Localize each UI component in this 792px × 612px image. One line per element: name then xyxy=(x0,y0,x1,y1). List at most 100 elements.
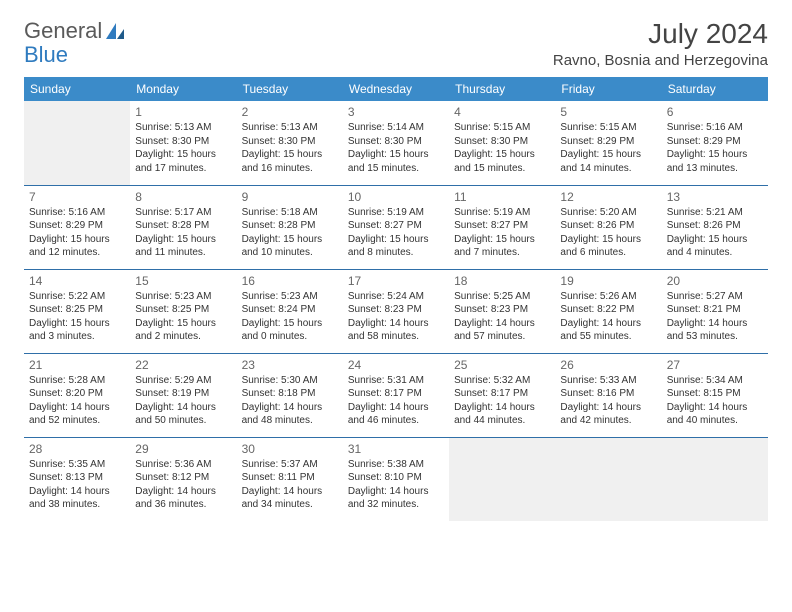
day-number: 26 xyxy=(560,357,656,373)
day-number: 12 xyxy=(560,189,656,205)
day-number: 5 xyxy=(560,104,656,120)
month-title: July 2024 xyxy=(553,18,768,50)
calendar-cell: 15Sunrise: 5:23 AMSunset: 8:25 PMDayligh… xyxy=(130,269,236,353)
calendar-cell xyxy=(24,101,130,185)
calendar-cell: 27Sunrise: 5:34 AMSunset: 8:15 PMDayligh… xyxy=(662,353,768,437)
logo-text-general: General xyxy=(24,18,102,44)
day-details: Sunrise: 5:22 AMSunset: 8:25 PMDaylight:… xyxy=(29,290,125,344)
calendar-cell: 28Sunrise: 5:35 AMSunset: 8:13 PMDayligh… xyxy=(24,437,130,521)
calendar-cell: 17Sunrise: 5:24 AMSunset: 8:23 PMDayligh… xyxy=(343,269,449,353)
dow-sunday: Sunday xyxy=(24,77,130,101)
day-number: 2 xyxy=(242,104,338,120)
dow-tuesday: Tuesday xyxy=(237,77,343,101)
day-number: 17 xyxy=(348,273,444,289)
calendar-cell: 16Sunrise: 5:23 AMSunset: 8:24 PMDayligh… xyxy=(237,269,343,353)
calendar-cell: 20Sunrise: 5:27 AMSunset: 8:21 PMDayligh… xyxy=(662,269,768,353)
dow-wednesday: Wednesday xyxy=(343,77,449,101)
dow-saturday: Saturday xyxy=(662,77,768,101)
day-number: 10 xyxy=(348,189,444,205)
calendar-table: Sunday Monday Tuesday Wednesday Thursday… xyxy=(24,77,768,521)
day-details: Sunrise: 5:19 AMSunset: 8:27 PMDaylight:… xyxy=(348,206,444,260)
day-number: 27 xyxy=(667,357,763,373)
day-number: 23 xyxy=(242,357,338,373)
day-number: 4 xyxy=(454,104,550,120)
day-details: Sunrise: 5:13 AMSunset: 8:30 PMDaylight:… xyxy=(242,121,338,175)
day-number: 19 xyxy=(560,273,656,289)
calendar-row: 1Sunrise: 5:13 AMSunset: 8:30 PMDaylight… xyxy=(24,101,768,185)
day-details: Sunrise: 5:30 AMSunset: 8:18 PMDaylight:… xyxy=(242,374,338,428)
day-details: Sunrise: 5:37 AMSunset: 8:11 PMDaylight:… xyxy=(242,458,338,512)
calendar-cell: 11Sunrise: 5:19 AMSunset: 8:27 PMDayligh… xyxy=(449,185,555,269)
logo: General xyxy=(24,18,128,44)
day-number: 13 xyxy=(667,189,763,205)
calendar-cell: 24Sunrise: 5:31 AMSunset: 8:17 PMDayligh… xyxy=(343,353,449,437)
logo-text-blue: Blue xyxy=(24,42,68,67)
day-number: 9 xyxy=(242,189,338,205)
day-details: Sunrise: 5:23 AMSunset: 8:25 PMDaylight:… xyxy=(135,290,231,344)
dow-friday: Friday xyxy=(555,77,661,101)
day-number: 8 xyxy=(135,189,231,205)
day-number: 6 xyxy=(667,104,763,120)
calendar-row: 28Sunrise: 5:35 AMSunset: 8:13 PMDayligh… xyxy=(24,437,768,521)
day-number: 21 xyxy=(29,357,125,373)
calendar-cell: 4Sunrise: 5:15 AMSunset: 8:30 PMDaylight… xyxy=(449,101,555,185)
dow-row: Sunday Monday Tuesday Wednesday Thursday… xyxy=(24,77,768,101)
calendar-cell: 23Sunrise: 5:30 AMSunset: 8:18 PMDayligh… xyxy=(237,353,343,437)
day-details: Sunrise: 5:32 AMSunset: 8:17 PMDaylight:… xyxy=(454,374,550,428)
day-details: Sunrise: 5:23 AMSunset: 8:24 PMDaylight:… xyxy=(242,290,338,344)
calendar-cell: 18Sunrise: 5:25 AMSunset: 8:23 PMDayligh… xyxy=(449,269,555,353)
day-details: Sunrise: 5:24 AMSunset: 8:23 PMDaylight:… xyxy=(348,290,444,344)
day-details: Sunrise: 5:35 AMSunset: 8:13 PMDaylight:… xyxy=(29,458,125,512)
day-details: Sunrise: 5:31 AMSunset: 8:17 PMDaylight:… xyxy=(348,374,444,428)
day-number: 30 xyxy=(242,441,338,457)
calendar-cell xyxy=(555,437,661,521)
calendar-cell: 1Sunrise: 5:13 AMSunset: 8:30 PMDaylight… xyxy=(130,101,236,185)
calendar-row: 21Sunrise: 5:28 AMSunset: 8:20 PMDayligh… xyxy=(24,353,768,437)
sail-icon xyxy=(104,21,126,41)
day-details: Sunrise: 5:16 AMSunset: 8:29 PMDaylight:… xyxy=(667,121,763,175)
day-details: Sunrise: 5:15 AMSunset: 8:30 PMDaylight:… xyxy=(454,121,550,175)
day-number: 31 xyxy=(348,441,444,457)
calendar-cell: 13Sunrise: 5:21 AMSunset: 8:26 PMDayligh… xyxy=(662,185,768,269)
day-number: 28 xyxy=(29,441,125,457)
day-number: 11 xyxy=(454,189,550,205)
calendar-cell: 12Sunrise: 5:20 AMSunset: 8:26 PMDayligh… xyxy=(555,185,661,269)
day-details: Sunrise: 5:21 AMSunset: 8:26 PMDaylight:… xyxy=(667,206,763,260)
day-number: 18 xyxy=(454,273,550,289)
day-details: Sunrise: 5:33 AMSunset: 8:16 PMDaylight:… xyxy=(560,374,656,428)
day-number: 1 xyxy=(135,104,231,120)
calendar-cell: 7Sunrise: 5:16 AMSunset: 8:29 PMDaylight… xyxy=(24,185,130,269)
calendar-cell: 9Sunrise: 5:18 AMSunset: 8:28 PMDaylight… xyxy=(237,185,343,269)
day-details: Sunrise: 5:13 AMSunset: 8:30 PMDaylight:… xyxy=(135,121,231,175)
day-details: Sunrise: 5:18 AMSunset: 8:28 PMDaylight:… xyxy=(242,206,338,260)
day-number: 29 xyxy=(135,441,231,457)
dow-thursday: Thursday xyxy=(449,77,555,101)
calendar-cell: 22Sunrise: 5:29 AMSunset: 8:19 PMDayligh… xyxy=(130,353,236,437)
day-number: 20 xyxy=(667,273,763,289)
calendar-body: 1Sunrise: 5:13 AMSunset: 8:30 PMDaylight… xyxy=(24,101,768,521)
day-details: Sunrise: 5:17 AMSunset: 8:28 PMDaylight:… xyxy=(135,206,231,260)
calendar-cell xyxy=(449,437,555,521)
day-details: Sunrise: 5:27 AMSunset: 8:21 PMDaylight:… xyxy=(667,290,763,344)
calendar-cell: 30Sunrise: 5:37 AMSunset: 8:11 PMDayligh… xyxy=(237,437,343,521)
day-number: 15 xyxy=(135,273,231,289)
calendar-cell: 8Sunrise: 5:17 AMSunset: 8:28 PMDaylight… xyxy=(130,185,236,269)
calendar-cell: 31Sunrise: 5:38 AMSunset: 8:10 PMDayligh… xyxy=(343,437,449,521)
calendar-cell: 14Sunrise: 5:22 AMSunset: 8:25 PMDayligh… xyxy=(24,269,130,353)
calendar-cell: 3Sunrise: 5:14 AMSunset: 8:30 PMDaylight… xyxy=(343,101,449,185)
day-details: Sunrise: 5:34 AMSunset: 8:15 PMDaylight:… xyxy=(667,374,763,428)
title-block: July 2024 Ravno, Bosnia and Herzegovina xyxy=(553,18,768,69)
calendar-cell: 25Sunrise: 5:32 AMSunset: 8:17 PMDayligh… xyxy=(449,353,555,437)
calendar-cell: 29Sunrise: 5:36 AMSunset: 8:12 PMDayligh… xyxy=(130,437,236,521)
day-details: Sunrise: 5:14 AMSunset: 8:30 PMDaylight:… xyxy=(348,121,444,175)
day-details: Sunrise: 5:15 AMSunset: 8:29 PMDaylight:… xyxy=(560,121,656,175)
day-details: Sunrise: 5:20 AMSunset: 8:26 PMDaylight:… xyxy=(560,206,656,260)
calendar-cell: 10Sunrise: 5:19 AMSunset: 8:27 PMDayligh… xyxy=(343,185,449,269)
calendar-cell: 6Sunrise: 5:16 AMSunset: 8:29 PMDaylight… xyxy=(662,101,768,185)
day-number: 22 xyxy=(135,357,231,373)
day-number: 3 xyxy=(348,104,444,120)
calendar-cell xyxy=(662,437,768,521)
calendar-cell: 21Sunrise: 5:28 AMSunset: 8:20 PMDayligh… xyxy=(24,353,130,437)
day-details: Sunrise: 5:19 AMSunset: 8:27 PMDaylight:… xyxy=(454,206,550,260)
day-details: Sunrise: 5:28 AMSunset: 8:20 PMDaylight:… xyxy=(29,374,125,428)
